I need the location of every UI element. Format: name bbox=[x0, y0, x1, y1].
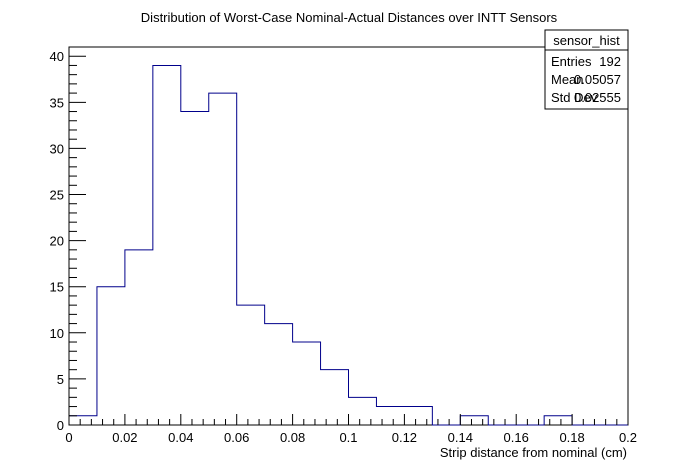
stats-entries-value: 192 bbox=[599, 54, 621, 69]
y-tick-label: 40 bbox=[50, 49, 64, 64]
y-tick-label: 0 bbox=[57, 418, 64, 433]
histogram-bin bbox=[376, 407, 404, 425]
y-tick-label: 35 bbox=[50, 95, 64, 110]
histogram-bin bbox=[181, 112, 209, 425]
histogram-bin bbox=[265, 324, 293, 425]
x-tick-label: 0.16 bbox=[504, 430, 529, 445]
x-tick-label: 0.12 bbox=[392, 430, 417, 445]
histogram-bin bbox=[237, 305, 265, 425]
histogram-bin bbox=[349, 397, 377, 425]
x-tick-label: 0.02 bbox=[112, 430, 137, 445]
x-axis-ticks: 0 0.02 0.04 0.06 0.08 0.1 0.12 0.14 0.16 0.18 0.2 bbox=[65, 414, 637, 445]
x-tick-label: 0.04 bbox=[168, 430, 193, 445]
histogram-bin bbox=[209, 93, 237, 425]
stats-entries-label: Entries bbox=[551, 54, 592, 69]
stats-stddev-value: 0.02555 bbox=[574, 90, 621, 105]
stats-box: sensor_hist Entries 192 Mean 0.05057 Std… bbox=[544, 29, 629, 110]
y-tick-label: 20 bbox=[50, 234, 64, 249]
y-tick-label: 15 bbox=[50, 280, 64, 295]
y-tick-label: 10 bbox=[50, 326, 64, 341]
y-tick-label: 25 bbox=[50, 188, 64, 203]
x-tick-label: 0 bbox=[65, 430, 72, 445]
histogram-bin bbox=[404, 407, 432, 425]
histogram-bin bbox=[97, 287, 125, 425]
x-tick-label: 0.18 bbox=[559, 430, 584, 445]
x-tick-label: 0.14 bbox=[448, 430, 473, 445]
x-axis-label: Strip distance from nominal (cm) bbox=[440, 445, 627, 460]
histogram-bin bbox=[544, 416, 572, 425]
histogram-outline bbox=[68, 64, 628, 426]
histogram-bin bbox=[69, 416, 97, 425]
x-tick-label: 0.06 bbox=[224, 430, 249, 445]
histogram-series bbox=[68, 64, 628, 426]
x-tick-label: 0.1 bbox=[339, 430, 357, 445]
stats-box-frame bbox=[544, 29, 629, 110]
stats-box-title: sensor_hist bbox=[553, 33, 620, 48]
histogram-bin bbox=[321, 370, 349, 425]
stats-mean-value: 0.05057 bbox=[574, 72, 621, 87]
chart-title: Distribution of Worst-Case Nominal-Actua… bbox=[141, 10, 558, 25]
histogram-bin bbox=[125, 250, 153, 425]
histogram-bin bbox=[460, 416, 488, 425]
histogram-bin bbox=[293, 342, 321, 425]
y-axis-ticks: 0 5 10 15 20 25 30 35 40 bbox=[50, 46, 86, 433]
x-tick-label: 0.08 bbox=[280, 430, 305, 445]
stats-mean-label: Mean bbox=[551, 72, 584, 87]
y-tick-label: 5 bbox=[57, 372, 64, 387]
x-tick-label: 0.2 bbox=[619, 430, 637, 445]
histogram-bin bbox=[153, 65, 181, 425]
stats-stddev-label: Std Dev bbox=[551, 90, 598, 105]
y-tick-label: 30 bbox=[50, 141, 64, 156]
